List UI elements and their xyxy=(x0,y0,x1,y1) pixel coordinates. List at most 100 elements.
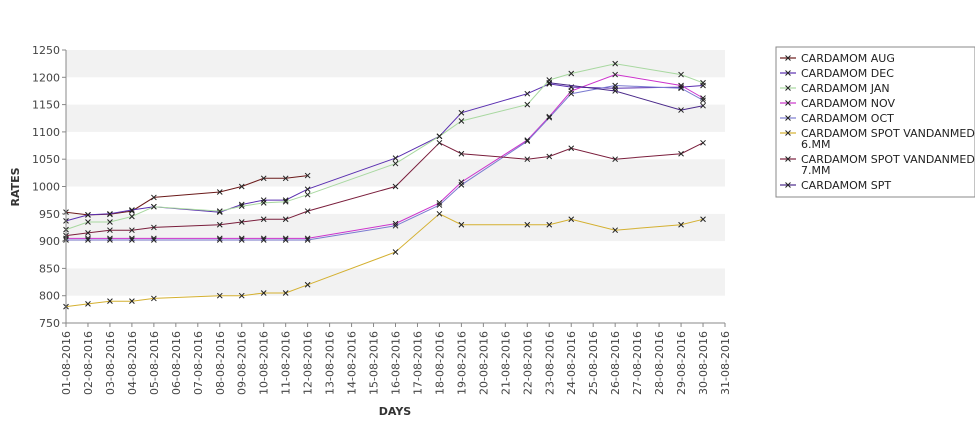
x-tick-label: 20-08-2016 xyxy=(477,331,490,395)
x-tick-label: 12-08-2016 xyxy=(302,331,315,395)
legend-marker xyxy=(785,100,791,106)
data-point xyxy=(129,298,135,305)
data-point xyxy=(107,210,113,217)
x-tick-label: 03-08-2016 xyxy=(104,331,117,395)
data-point xyxy=(151,295,157,302)
y-tick-label: 1200 xyxy=(32,71,60,84)
grid-band xyxy=(66,104,725,132)
data-point xyxy=(524,221,531,228)
data-point xyxy=(129,227,135,234)
legend-marker xyxy=(785,70,791,76)
legend-label: CARDAMOM JAN xyxy=(801,82,890,95)
data-point xyxy=(85,212,91,218)
x-tick-label: 14-08-2016 xyxy=(346,331,359,395)
series-layer xyxy=(63,60,706,310)
y-tick-label: 800 xyxy=(39,290,60,303)
data-point xyxy=(524,138,531,145)
data-point xyxy=(436,202,443,208)
x-tick-label: 26-08-2016 xyxy=(609,331,622,395)
axes-layer: 750 800 850 900 950 1000 1050 1100 1150 1200 1250 0… xyxy=(32,44,732,395)
data-point xyxy=(436,133,443,140)
legend-label: CARDAMOM SPOT VANDANMEDU 7.MM xyxy=(801,153,975,177)
data-point xyxy=(612,60,619,67)
data-point xyxy=(458,118,465,124)
x-tick-label: 17-08-2016 xyxy=(411,331,424,395)
x-tick-label: 10-08-2016 xyxy=(258,331,271,395)
series-cardamom-spot-vandanmedu-6-mm xyxy=(63,210,706,310)
grid-band xyxy=(66,50,725,78)
legend-marker xyxy=(785,182,791,188)
data-point xyxy=(282,175,289,182)
legend-label: CARDAMOM AUG xyxy=(801,52,895,65)
data-point xyxy=(216,237,223,243)
data-point xyxy=(85,237,91,243)
data-point xyxy=(216,292,223,299)
series-cardamom-oct xyxy=(63,82,706,243)
data-point xyxy=(304,172,311,179)
legend-item: CARDAMOM SPOT VANDANMEDU 7.MM xyxy=(780,153,975,177)
data-point xyxy=(436,200,443,206)
data-point xyxy=(260,290,267,296)
data-point xyxy=(436,139,443,146)
x-tick-label: 31-08-2016 xyxy=(719,331,732,395)
data-point xyxy=(238,292,245,299)
data-point xyxy=(260,216,267,223)
data-point xyxy=(151,203,157,210)
data-point xyxy=(392,183,399,190)
data-point xyxy=(678,71,684,78)
legend: CARDAMOM AUG CARDAMOM DEC CARDAMOM JAN CARD… xyxy=(775,46,975,198)
data-point xyxy=(392,222,399,229)
data-point xyxy=(107,298,113,305)
y-axis-title: RATES xyxy=(9,167,22,206)
data-point xyxy=(678,85,684,92)
data-point xyxy=(304,191,311,198)
data-point xyxy=(678,221,684,228)
legend-item: CARDAMOM OCT xyxy=(780,112,894,125)
y-tick-label: 950 xyxy=(39,208,60,221)
data-point xyxy=(612,227,619,234)
x-tick-label: 24-08-2016 xyxy=(565,331,578,395)
legend-item: CARDAMOM SPOT VANDANMEDU 6.MM xyxy=(780,127,975,151)
legend-marker xyxy=(785,130,791,136)
legend-marker xyxy=(785,156,791,162)
data-point xyxy=(304,237,311,243)
data-point xyxy=(524,101,531,108)
x-tick-label: 08-08-2016 xyxy=(214,331,227,395)
series-line xyxy=(549,82,704,111)
y-tick-label: 1150 xyxy=(32,99,60,112)
data-point xyxy=(546,114,553,121)
x-tick-label: 25-08-2016 xyxy=(587,331,600,395)
data-point xyxy=(282,216,289,223)
data-point xyxy=(392,249,399,255)
data-point xyxy=(700,139,706,146)
x-tick-label: 09-08-2016 xyxy=(236,331,249,395)
data-point xyxy=(458,109,465,116)
data-point xyxy=(107,227,113,234)
data-point xyxy=(85,301,91,307)
x-tick-label: 07-08-2016 xyxy=(192,331,205,395)
legend-marker xyxy=(785,85,791,91)
data-point xyxy=(151,194,157,201)
data-point xyxy=(238,237,245,243)
data-point xyxy=(568,145,575,152)
x-tick-label: 19-08-2016 xyxy=(455,331,468,395)
data-point xyxy=(678,150,684,157)
x-tick-label: 18-08-2016 xyxy=(433,331,446,395)
data-point xyxy=(546,153,553,160)
series-cardamom-spot-vandanmedu-7-mm xyxy=(63,139,706,239)
x-tick-label: 11-08-2016 xyxy=(280,331,293,395)
data-point xyxy=(700,79,706,86)
y-tick-label: 750 xyxy=(39,317,60,330)
y-tick-label: 1050 xyxy=(32,153,60,166)
data-point xyxy=(436,210,443,217)
x-tick-label: 02-08-2016 xyxy=(82,331,95,395)
data-point xyxy=(392,155,399,161)
data-point xyxy=(216,208,223,214)
x-tick-label: 15-08-2016 xyxy=(368,331,381,395)
data-point xyxy=(700,102,706,109)
legend-item: CARDAMOM DEC xyxy=(780,67,894,80)
data-point xyxy=(392,160,399,167)
data-point xyxy=(304,208,311,214)
x-tick-label: 27-08-2016 xyxy=(631,331,644,395)
legend-label: CARDAMOM OCT xyxy=(801,112,894,125)
